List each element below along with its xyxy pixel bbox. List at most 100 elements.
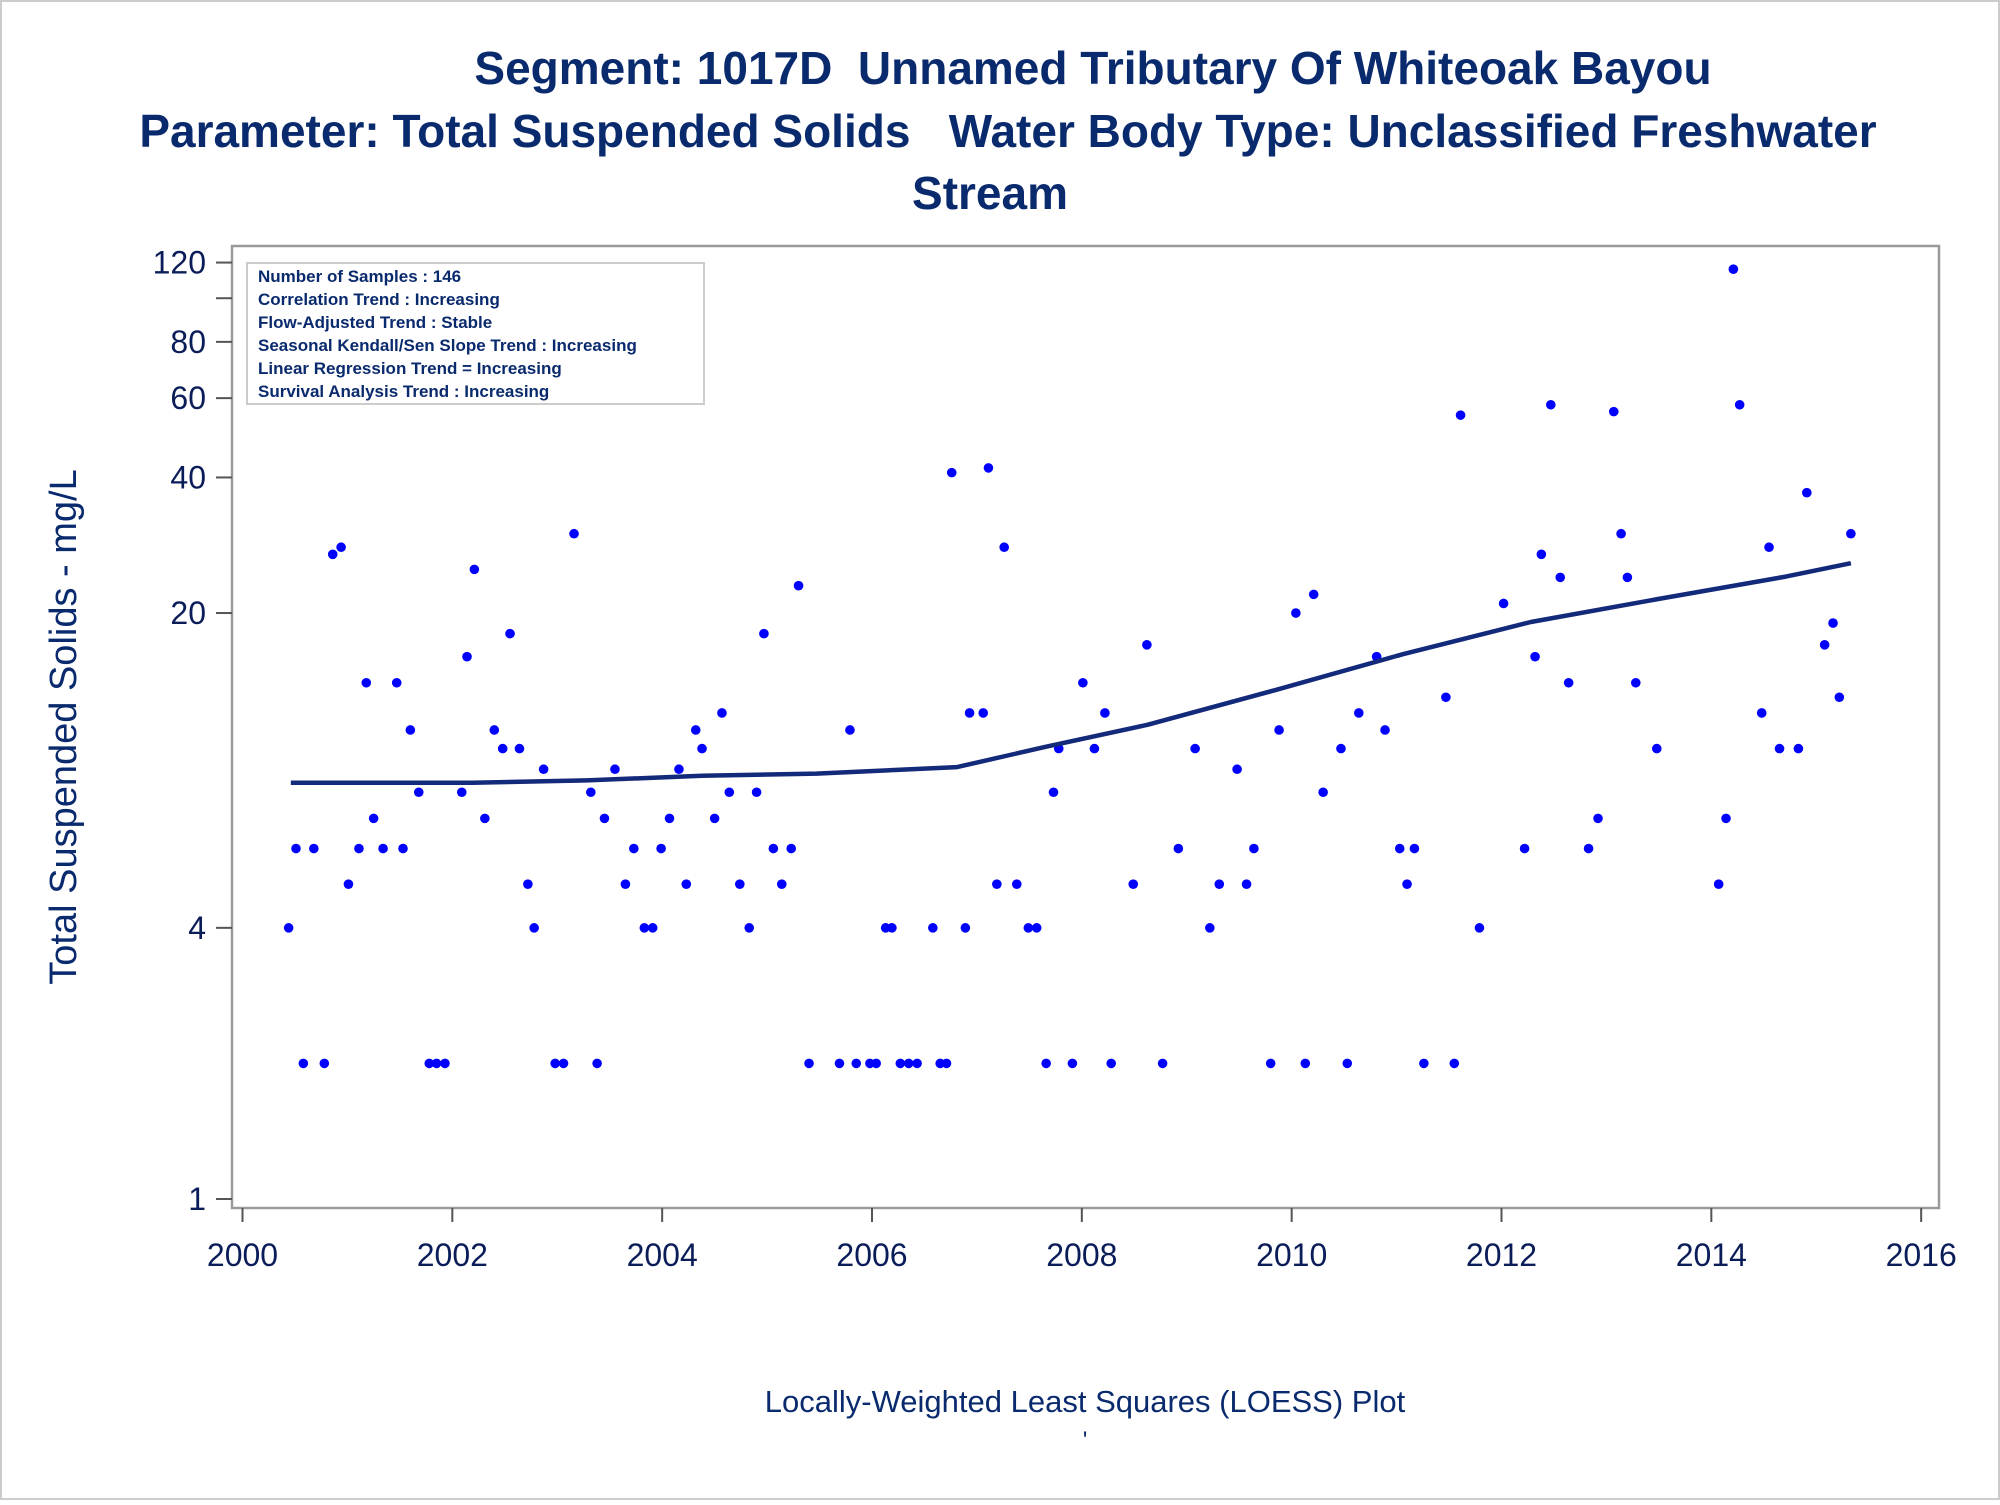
data-point bbox=[1449, 1058, 1460, 1069]
data-point bbox=[1474, 923, 1485, 933]
data-point bbox=[1728, 264, 1739, 274]
data-point bbox=[497, 743, 508, 754]
data-point bbox=[941, 1058, 952, 1069]
data-point bbox=[398, 843, 408, 854]
data-point bbox=[456, 787, 467, 798]
data-point bbox=[569, 528, 579, 539]
stats-line: Survival Analysis Trend : Increasing bbox=[258, 382, 549, 401]
data-point bbox=[1536, 549, 1547, 560]
x-axis-label: Locally-Weighted Least Squares (LOESS) P… bbox=[765, 1384, 1406, 1419]
data-point bbox=[343, 879, 354, 889]
x-tick-label: 2008 bbox=[1046, 1237, 1117, 1273]
data-point bbox=[489, 725, 500, 735]
data-point bbox=[354, 843, 364, 854]
data-point bbox=[361, 677, 372, 688]
x-tick-label: 2004 bbox=[627, 1237, 698, 1273]
data-point bbox=[405, 725, 416, 735]
data-point bbox=[1048, 787, 1059, 798]
data-point bbox=[538, 764, 549, 775]
data-point bbox=[887, 923, 897, 933]
x-tick-label: 2002 bbox=[417, 1237, 488, 1273]
data-point bbox=[586, 787, 596, 798]
data-point bbox=[674, 764, 684, 775]
data-point bbox=[1441, 692, 1451, 703]
data-point bbox=[681, 879, 692, 889]
data-point bbox=[629, 843, 639, 854]
data-point bbox=[1530, 651, 1540, 662]
data-point bbox=[978, 708, 989, 718]
x-tick-label: 2000 bbox=[207, 1237, 278, 1273]
data-point bbox=[505, 628, 515, 639]
data-point bbox=[1089, 743, 1100, 754]
data-point bbox=[558, 1058, 569, 1069]
data-point bbox=[529, 923, 539, 933]
data-point bbox=[1249, 843, 1259, 854]
stats-line: Correlation Trend : Increasing bbox=[258, 290, 500, 309]
y-tick-label: 80 bbox=[170, 324, 206, 360]
data-point bbox=[1846, 528, 1856, 539]
data-point bbox=[1380, 725, 1390, 735]
data-point bbox=[895, 1058, 906, 1069]
x-tick-label: 2010 bbox=[1256, 1237, 1327, 1273]
data-point bbox=[1608, 406, 1619, 417]
data-point bbox=[1828, 618, 1838, 628]
data-point bbox=[336, 542, 346, 553]
data-point bbox=[592, 1058, 602, 1069]
y-tick-label: 20 bbox=[170, 595, 206, 631]
data-point bbox=[1563, 677, 1574, 688]
data-point bbox=[514, 743, 525, 754]
data-point bbox=[1630, 677, 1641, 688]
data-point bbox=[1241, 879, 1252, 889]
data-point bbox=[759, 628, 769, 639]
data-point bbox=[960, 923, 971, 933]
x-tick-label: 2012 bbox=[1466, 1237, 1537, 1273]
data-point bbox=[851, 1058, 862, 1069]
data-point bbox=[309, 843, 319, 854]
data-point bbox=[1142, 640, 1152, 650]
data-point bbox=[834, 1058, 845, 1069]
data-point bbox=[664, 813, 675, 824]
data-point bbox=[1214, 879, 1225, 889]
data-point bbox=[647, 923, 658, 933]
data-point bbox=[1555, 572, 1566, 583]
data-point bbox=[1802, 487, 1812, 498]
data-point bbox=[480, 813, 490, 824]
chart-subtitle: Stream bbox=[912, 167, 1068, 219]
data-point bbox=[1106, 1058, 1117, 1069]
data-point bbox=[1764, 542, 1774, 553]
y-tick-label: 40 bbox=[170, 459, 206, 495]
data-point bbox=[793, 580, 804, 591]
data-point bbox=[690, 725, 701, 735]
data-point bbox=[291, 843, 301, 854]
data-point bbox=[1232, 764, 1242, 775]
data-point bbox=[1819, 640, 1830, 650]
data-point bbox=[1342, 1058, 1353, 1069]
data-point bbox=[1157, 1058, 1168, 1069]
data-point bbox=[1173, 843, 1184, 854]
data-point bbox=[431, 1058, 442, 1069]
data-point bbox=[1713, 879, 1724, 889]
y-tick-label: 120 bbox=[153, 245, 206, 281]
y-tick-label: 4 bbox=[188, 910, 206, 946]
data-point bbox=[1793, 743, 1804, 754]
x-tick-label: 2006 bbox=[836, 1237, 907, 1273]
data-point bbox=[319, 1058, 330, 1069]
data-point bbox=[751, 787, 762, 798]
footnote: ' bbox=[1083, 1427, 1088, 1454]
data-point bbox=[1265, 1058, 1276, 1069]
data-point bbox=[1041, 1058, 1051, 1069]
data-point bbox=[1774, 743, 1785, 754]
data-point bbox=[776, 879, 787, 889]
data-point bbox=[1834, 692, 1845, 703]
data-point bbox=[1756, 708, 1767, 718]
data-point bbox=[946, 467, 957, 478]
data-point bbox=[550, 1058, 560, 1069]
data-point bbox=[523, 879, 533, 889]
stats-line: Flow-Adjusted Trend : Stable bbox=[258, 313, 492, 332]
data-point bbox=[620, 879, 631, 889]
data-point bbox=[440, 1058, 450, 1069]
chart-subtitle: Parameter: Total Suspended Solids Water … bbox=[139, 105, 1876, 157]
